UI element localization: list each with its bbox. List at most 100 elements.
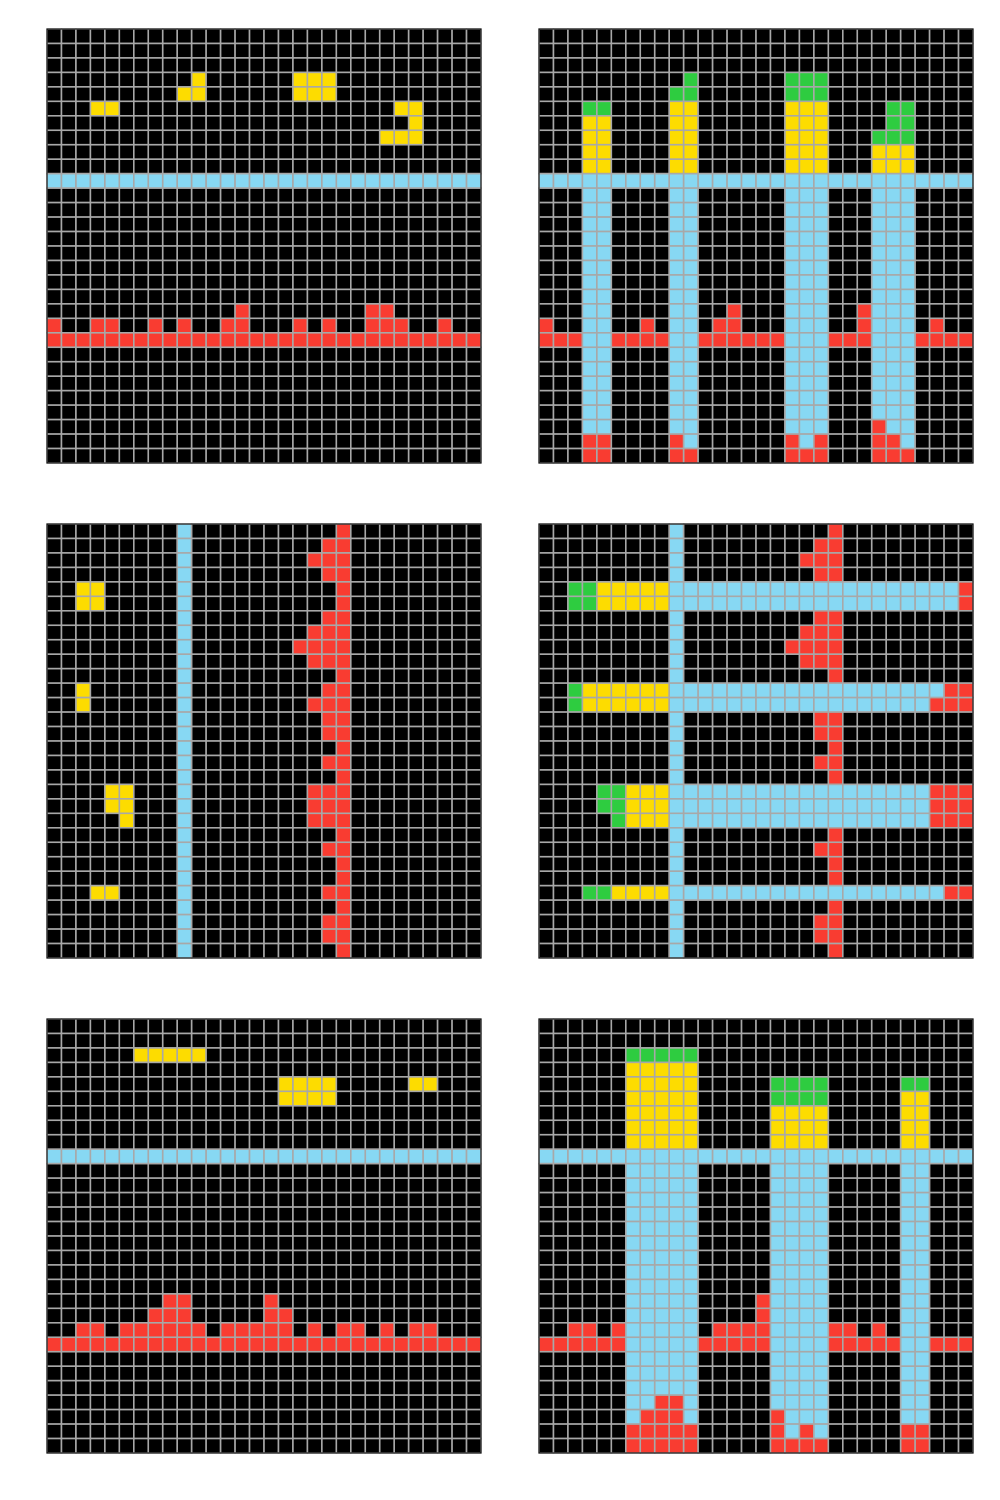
cell bbox=[176, 129, 193, 146]
cell bbox=[755, 274, 772, 291]
cell bbox=[263, 1278, 280, 1295]
cell bbox=[60, 1220, 77, 1237]
cell bbox=[104, 1148, 121, 1165]
cell bbox=[364, 230, 381, 247]
cell bbox=[870, 566, 888, 583]
cell bbox=[263, 783, 280, 800]
cell bbox=[581, 725, 598, 742]
cell bbox=[653, 899, 671, 916]
cell bbox=[567, 1133, 584, 1150]
cell bbox=[639, 696, 656, 713]
cell bbox=[46, 942, 63, 959]
cell bbox=[885, 1162, 902, 1179]
cell bbox=[248, 288, 265, 305]
cell bbox=[711, 245, 728, 262]
cell bbox=[205, 1350, 222, 1367]
cell bbox=[234, 942, 251, 959]
cell bbox=[407, 42, 424, 59]
cell bbox=[668, 1047, 685, 1064]
cell bbox=[75, 1437, 92, 1454]
cell bbox=[755, 1220, 772, 1237]
cell bbox=[552, 740, 569, 757]
cell bbox=[668, 667, 685, 684]
cell bbox=[682, 595, 699, 612]
cell bbox=[364, 841, 381, 858]
cell bbox=[190, 1076, 207, 1093]
cell bbox=[581, 303, 598, 320]
cell bbox=[841, 855, 859, 873]
cell bbox=[219, 143, 236, 161]
cell bbox=[784, 1047, 801, 1064]
cell bbox=[581, 389, 598, 406]
cell bbox=[436, 375, 453, 392]
cell bbox=[277, 711, 294, 728]
cell bbox=[60, 1437, 77, 1454]
cell bbox=[610, 884, 627, 901]
cell bbox=[407, 1437, 424, 1454]
cell bbox=[292, 1249, 309, 1266]
cell bbox=[46, 404, 63, 421]
cell bbox=[75, 404, 92, 421]
cell bbox=[552, 28, 569, 45]
cell bbox=[46, 884, 63, 901]
cell bbox=[349, 942, 367, 959]
cell bbox=[841, 740, 859, 757]
cell bbox=[813, 1148, 830, 1165]
cell bbox=[567, 1119, 584, 1136]
cell bbox=[60, 230, 77, 247]
cell bbox=[870, 1032, 888, 1049]
cell bbox=[263, 346, 280, 363]
cell bbox=[407, 841, 424, 858]
cell bbox=[263, 1322, 280, 1339]
cell bbox=[914, 129, 931, 146]
cell bbox=[697, 826, 714, 844]
cell bbox=[263, 216, 280, 233]
cell bbox=[205, 216, 222, 233]
cell bbox=[899, 86, 916, 103]
cell bbox=[147, 624, 164, 641]
cell bbox=[552, 143, 569, 161]
cell bbox=[899, 841, 916, 858]
cell bbox=[451, 86, 468, 103]
cell bbox=[827, 581, 844, 598]
cell bbox=[827, 812, 844, 829]
cell bbox=[596, 1105, 613, 1122]
cell bbox=[263, 115, 280, 132]
cell bbox=[176, 404, 193, 421]
cell bbox=[610, 1206, 627, 1223]
cell bbox=[75, 1191, 92, 1208]
cell bbox=[263, 245, 280, 262]
cell bbox=[740, 288, 757, 305]
cell bbox=[653, 1061, 671, 1078]
cell bbox=[827, 1148, 844, 1165]
cell bbox=[596, 230, 613, 247]
cell bbox=[740, 360, 757, 378]
cell bbox=[104, 899, 121, 916]
cell bbox=[451, 201, 468, 218]
cell bbox=[639, 216, 656, 233]
cell bbox=[349, 129, 367, 146]
cell bbox=[596, 552, 613, 569]
cell bbox=[248, 1322, 265, 1339]
cell bbox=[219, 346, 236, 363]
cell bbox=[596, 57, 613, 74]
cell bbox=[653, 1133, 671, 1150]
cell bbox=[451, 1336, 468, 1353]
cell bbox=[263, 158, 280, 175]
cell bbox=[133, 245, 150, 262]
cell bbox=[263, 1076, 280, 1093]
cell bbox=[740, 1206, 757, 1223]
cell bbox=[422, 609, 439, 627]
cell bbox=[740, 884, 757, 901]
cell bbox=[335, 1061, 352, 1078]
cell bbox=[465, 331, 482, 349]
cell bbox=[89, 259, 106, 276]
cell bbox=[899, 129, 916, 146]
cell bbox=[60, 288, 77, 305]
cell bbox=[349, 216, 367, 233]
cell bbox=[870, 783, 888, 800]
cell bbox=[422, 725, 439, 742]
cell bbox=[567, 1090, 584, 1107]
cell bbox=[89, 1061, 106, 1078]
cell bbox=[567, 447, 584, 464]
